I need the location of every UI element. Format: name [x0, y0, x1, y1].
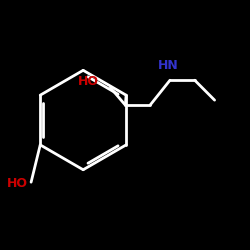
Text: HO: HO [6, 177, 28, 190]
Text: HN: HN [158, 58, 179, 71]
Text: HO: HO [78, 75, 99, 88]
